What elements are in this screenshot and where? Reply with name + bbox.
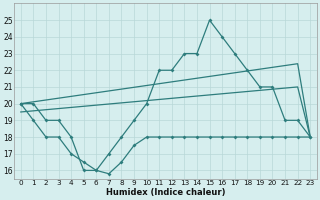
X-axis label: Humidex (Indice chaleur): Humidex (Indice chaleur) bbox=[106, 188, 225, 197]
